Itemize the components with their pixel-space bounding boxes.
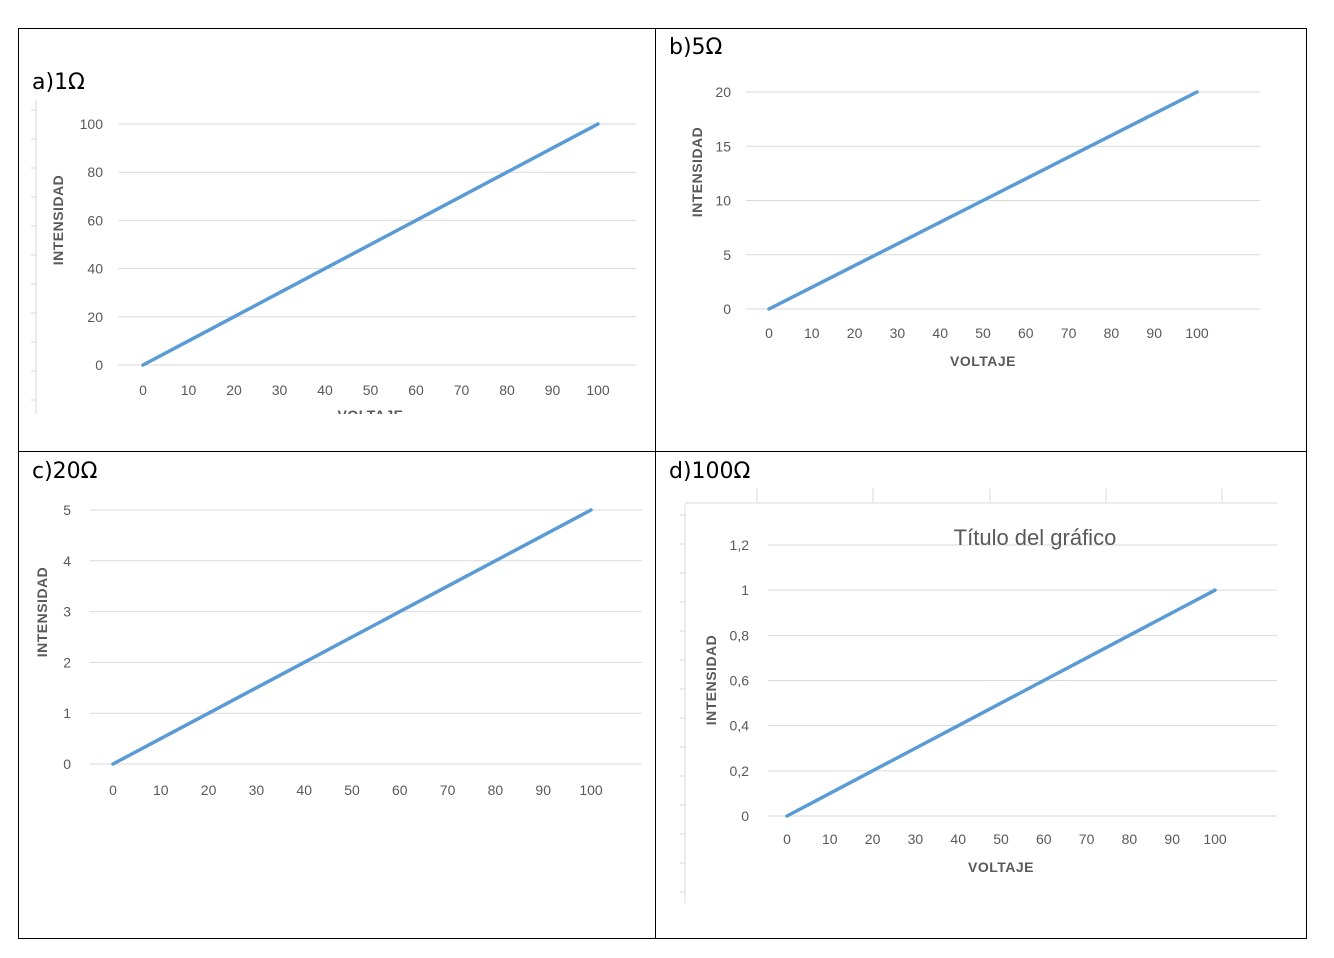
panel-label-a: a)1Ω — [32, 70, 85, 95]
x-tick-label: 90 — [535, 782, 551, 798]
y-tick-label: 40 — [87, 261, 103, 277]
y-tick-label: 10 — [715, 193, 731, 209]
x-tick-label: 60 — [408, 382, 424, 398]
y-tick-label: 1 — [63, 705, 71, 721]
chart-title: Título del gráfico — [954, 525, 1117, 550]
y-tick-label: 4 — [63, 553, 71, 569]
series-line — [141, 122, 600, 367]
x-tick-label: 0 — [783, 831, 791, 847]
x-tick-label: 20 — [865, 831, 881, 847]
x-tick-label: 50 — [363, 382, 379, 398]
x-tick-label: 90 — [545, 382, 561, 398]
y-tick-label: 20 — [87, 309, 103, 325]
x-axis-title: VOLTAJE — [968, 859, 1034, 875]
x-tick-label: 70 — [1079, 831, 1095, 847]
x-tick-label: 30 — [890, 325, 906, 341]
x-tick-label: 70 — [454, 382, 470, 398]
y-tick-label: 80 — [87, 164, 103, 180]
y-tick-label: 0 — [723, 301, 731, 317]
y-tick-label: 0,2 — [730, 763, 750, 779]
x-axis-title: VOLTAJE — [950, 353, 1016, 369]
x-tick-label: 100 — [579, 782, 603, 798]
x-tick-label: 10 — [181, 382, 197, 398]
y-tick-label: 1,2 — [730, 537, 750, 553]
series-line — [767, 90, 1199, 311]
y-axis-title: INTENSIDAD — [689, 127, 705, 218]
x-tick-label: 90 — [1146, 325, 1162, 341]
x-tick-label: 80 — [1122, 831, 1138, 847]
x-tick-label: 10 — [822, 831, 838, 847]
y-tick-label: 2 — [63, 654, 71, 670]
x-tick-label: 10 — [804, 325, 820, 341]
panel-label-c: c)20Ω — [32, 459, 98, 484]
x-tick-label: 40 — [950, 831, 966, 847]
x-tick-label: 90 — [1164, 831, 1180, 847]
x-tick-label: 0 — [765, 325, 773, 341]
x-tick-label: 30 — [908, 831, 924, 847]
series-line — [111, 508, 593, 766]
y-tick-label: 5 — [63, 502, 71, 518]
x-tick-label: 0 — [109, 782, 117, 798]
x-tick-label: 100 — [1185, 325, 1209, 341]
x-tick-label: 70 — [1061, 325, 1077, 341]
y-tick-label: 3 — [63, 604, 71, 620]
y-tick-label: 0 — [63, 756, 71, 772]
x-tick-label: 20 — [201, 782, 217, 798]
x-tick-label: 100 — [586, 382, 610, 398]
x-tick-label: 80 — [499, 382, 515, 398]
y-tick-label: 0,6 — [730, 673, 750, 689]
x-tick-label: 50 — [975, 325, 991, 341]
figure-table — [18, 28, 1307, 939]
x-tick-label: 80 — [488, 782, 504, 798]
x-tick-label: 20 — [226, 382, 242, 398]
x-tick-label: 50 — [993, 831, 1009, 847]
y-axis-title: INTENSIDAD — [34, 567, 50, 658]
y-axis-title: INTENSIDAD — [50, 175, 66, 266]
x-tick-label: 70 — [440, 782, 456, 798]
x-tick-label: 60 — [392, 782, 408, 798]
x-tick-label: 30 — [249, 782, 265, 798]
y-tick-label: 100 — [80, 116, 104, 132]
x-tick-label: 60 — [1018, 325, 1034, 341]
panel-label-b: b)5Ω — [669, 35, 723, 60]
x-tick-label: 30 — [272, 382, 288, 398]
panel-label-d: d)100Ω — [669, 459, 751, 484]
x-tick-label: 100 — [1203, 831, 1227, 847]
x-tick-label: 0 — [139, 382, 147, 398]
x-tick-label: 40 — [932, 325, 948, 341]
x-tick-label: 40 — [296, 782, 312, 798]
x-tick-label: 20 — [847, 325, 863, 341]
x-tick-label: 10 — [153, 782, 169, 798]
x-tick-label: 80 — [1104, 325, 1120, 341]
y-tick-label: 0 — [95, 357, 103, 373]
y-tick-label: 1 — [741, 582, 749, 598]
y-tick-label: 15 — [715, 138, 731, 154]
series-line — [785, 588, 1217, 818]
y-tick-label: 20 — [715, 84, 731, 100]
y-tick-label: 5 — [723, 247, 731, 263]
y-tick-label: 60 — [87, 212, 103, 228]
table-divider-horizontal — [18, 451, 1307, 452]
table-divider-vertical — [655, 28, 656, 939]
x-tick-label: 60 — [1036, 831, 1052, 847]
x-axis-title: VOLTAJE — [338, 407, 404, 423]
y-tick-label: 0,8 — [730, 627, 750, 643]
x-tick-label: 50 — [344, 782, 360, 798]
y-axis-title: INTENSIDAD — [703, 635, 719, 726]
y-tick-label: 0 — [741, 808, 749, 824]
x-tick-label: 40 — [317, 382, 333, 398]
y-tick-label: 0,4 — [730, 718, 750, 734]
